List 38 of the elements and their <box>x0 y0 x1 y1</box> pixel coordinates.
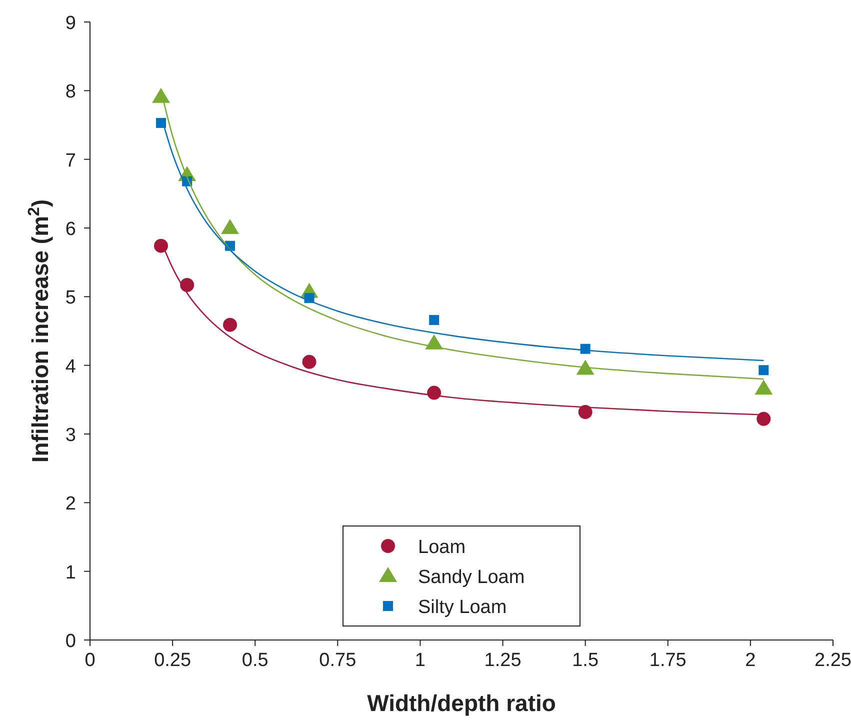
y-tick-label: 6 <box>65 219 76 240</box>
y-tick-label: 5 <box>65 288 76 309</box>
point <box>154 238 168 253</box>
x-tick-label: 1.25 <box>484 650 522 671</box>
x-tick-label: 0.5 <box>242 650 268 671</box>
point <box>180 278 194 292</box>
point <box>302 354 316 369</box>
point <box>152 88 170 103</box>
x-tick-label: 2.25 <box>814 650 851 671</box>
point <box>429 315 440 326</box>
y-tick-label: 7 <box>65 150 76 172</box>
point <box>758 365 769 376</box>
point <box>221 219 240 234</box>
y-tick-label: 9 <box>65 13 76 34</box>
y-tick-label: 4 <box>65 356 76 378</box>
point <box>576 360 594 375</box>
y-tick-label: 0 <box>65 631 76 652</box>
y-tick-label: 3 <box>65 425 76 446</box>
point <box>156 118 166 128</box>
x-tick-label: 1.75 <box>649 650 686 671</box>
x-tick-label: 0 <box>84 650 96 671</box>
y-tick-label: 2 <box>65 494 76 515</box>
legend-label: Loam <box>418 537 466 558</box>
point <box>756 412 771 426</box>
y-tick-label: 1 <box>65 562 76 584</box>
x-tick-label: 2 <box>745 650 756 671</box>
point <box>754 380 773 395</box>
legend-label: Silty Loam <box>418 597 507 618</box>
legend-label: Sandy Loam <box>418 567 525 588</box>
x-tick-label: 0.25 <box>154 650 192 671</box>
point <box>223 318 238 332</box>
x-axis-title: Width/depth ratio <box>367 690 556 716</box>
x-tick-label: 1 <box>414 650 426 671</box>
x-tick-label: 0.75 <box>319 650 356 671</box>
x-tick-label: 1.5 <box>572 650 599 671</box>
point <box>427 386 442 400</box>
point <box>578 405 592 420</box>
y-tick-label: 8 <box>65 82 76 103</box>
